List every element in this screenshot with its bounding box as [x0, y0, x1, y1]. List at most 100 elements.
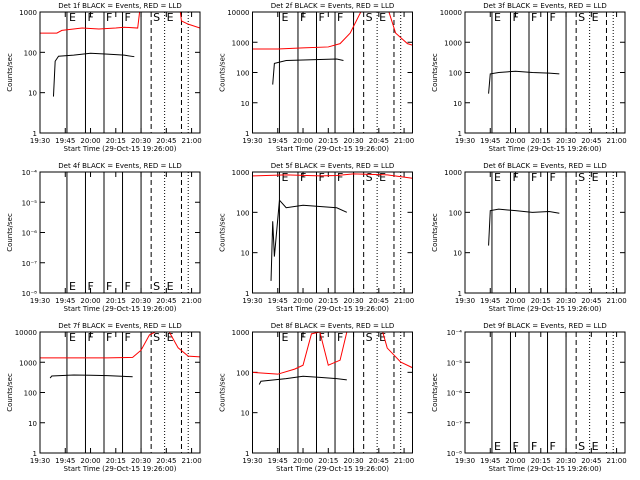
x-tick-label: 20:45 [581, 457, 601, 465]
x-axis-label: Start Time (29-Oct-15 19:26:00) [276, 465, 389, 473]
y-axis-label: Counts/sec [6, 53, 14, 92]
y-tick-label: 10000 [440, 9, 462, 17]
series-line [270, 198, 348, 281]
x-tick-label: 20:30 [131, 457, 151, 465]
x-tick-label: 20:15 [106, 137, 126, 145]
x-tick-label: 20:30 [556, 457, 576, 465]
panel: Det 9f BLACK = Events, RED = LLD Counts/s… [431, 322, 627, 473]
marker-label: S [578, 171, 585, 184]
panel-title: Det 5f BLACK = Events, RED = LLD [271, 162, 394, 170]
x-tick-label: 20:30 [131, 297, 151, 305]
panel: Det 1f BLACK = Events, RED = LLD Counts/s… [6, 2, 202, 153]
y-tick-label: 1 [33, 450, 37, 458]
marker-label: E [494, 440, 501, 453]
x-tick-label: 19:45 [55, 137, 75, 145]
x-tick-label: 20:45 [369, 297, 389, 305]
x-tick-label: 21:00 [606, 297, 626, 305]
y-tick-label: 100 [236, 209, 249, 217]
marker-label: E [592, 440, 599, 453]
marker-label: E [494, 11, 501, 24]
plot-frame [39, 331, 201, 454]
plot-frame [464, 171, 626, 294]
panel: Det 3f BLACK = Events, RED = LLD Counts/s… [431, 2, 627, 153]
panel-title: Det 7f BLACK = Events, RED = LLD [58, 322, 181, 330]
marker-label: F [106, 11, 112, 24]
x-tick-label: 20:30 [343, 137, 363, 145]
x-tick-label: 20:30 [556, 137, 576, 145]
x-tick-label: 20:45 [581, 297, 601, 305]
x-tick-label: 21:00 [394, 297, 414, 305]
y-tick-label: 10000 [227, 9, 249, 17]
y-axis-label: Counts/sec [6, 373, 14, 412]
panel: Det 8f BLACK = Events, RED = LLD Counts/s… [219, 322, 415, 473]
y-tick-label: 10⁻⁷ [22, 260, 38, 268]
x-axis-label: Start Time (29-Oct-15 19:26:00) [489, 145, 602, 153]
series-line [488, 208, 560, 246]
x-tick-label: 21:00 [394, 457, 414, 465]
x-tick-label: 19:45 [268, 137, 288, 145]
y-tick-label: 1 [245, 290, 249, 298]
marker-label: F [106, 280, 112, 293]
marker-label: F [125, 11, 131, 24]
y-tick-label: 10⁻⁴ [447, 329, 463, 337]
y-tick-label: 100 [449, 209, 462, 217]
x-tick-label: 19:45 [55, 297, 75, 305]
x-tick-label: 19:45 [480, 457, 500, 465]
y-tick-label: 1000 [19, 359, 37, 367]
marker-label: F [87, 11, 93, 24]
y-tick-label: 10⁻⁴ [22, 169, 38, 177]
x-tick-label: 20:15 [531, 297, 551, 305]
panel: Det 7f BLACK = Events, RED = LLD Counts/s… [6, 322, 202, 473]
marker-label: F [337, 11, 343, 24]
x-tick-label: 20:45 [156, 297, 176, 305]
marker-label: E [167, 331, 174, 344]
y-tick-label: 10⁻⁵ [22, 199, 38, 207]
marker-label: E [592, 171, 599, 184]
x-tick-label: 19:30 [242, 137, 262, 145]
panel-title: Det 2f BLACK = Events, RED = LLD [271, 2, 394, 10]
marker-label: F [87, 331, 93, 344]
x-tick-label: 20:00 [505, 457, 525, 465]
x-axis-label: Start Time (29-Oct-15 19:26:00) [64, 465, 177, 473]
x-tick-label: 20:30 [343, 457, 363, 465]
y-tick-label: 10 [453, 100, 462, 108]
x-tick-label: 20:00 [80, 457, 100, 465]
x-tick-label: 20:45 [581, 137, 601, 145]
x-tick-label: 19:30 [30, 457, 50, 465]
x-tick-label: 19:45 [268, 297, 288, 305]
marker-label: F [300, 331, 306, 344]
y-tick-label: 100 [449, 70, 462, 78]
marker-label: E [281, 331, 288, 344]
y-axis-label: Counts/sec [431, 53, 439, 92]
marker-label: S [153, 331, 160, 344]
panel-title: Det 8f BLACK = Events, RED = LLD [271, 322, 394, 330]
y-tick-label: 1 [33, 130, 37, 138]
x-tick-label: 20:00 [293, 297, 313, 305]
y-tick-label: 1000 [232, 329, 250, 337]
series-line [258, 375, 347, 385]
x-tick-label: 20:00 [505, 137, 525, 145]
plot-frame [39, 11, 201, 134]
marker-label: F [550, 440, 556, 453]
x-tick-label: 20:30 [131, 137, 151, 145]
x-tick-label: 20:30 [343, 297, 363, 305]
marker-label: F [512, 171, 518, 184]
x-tick-label: 21:00 [394, 137, 414, 145]
x-tick-label: 20:00 [293, 457, 313, 465]
x-tick-label: 20:00 [293, 137, 313, 145]
marker-label: E [379, 331, 386, 344]
y-tick-label: 1000 [444, 39, 462, 47]
series-line [52, 52, 135, 97]
x-tick-label: 21:00 [181, 137, 201, 145]
panel-title: Det 1f BLACK = Events, RED = LLD [58, 2, 181, 10]
marker-label: S [366, 331, 373, 344]
series-line [252, 173, 413, 179]
marker-label: E [69, 280, 76, 293]
marker-label: S [578, 11, 585, 24]
series-line [49, 374, 133, 379]
y-tick-label: 10 [241, 250, 250, 258]
plot-frame [252, 11, 413, 134]
marker-label: F [125, 280, 131, 293]
marker-label: E [167, 280, 174, 293]
y-tick-label: 1000 [444, 169, 462, 177]
